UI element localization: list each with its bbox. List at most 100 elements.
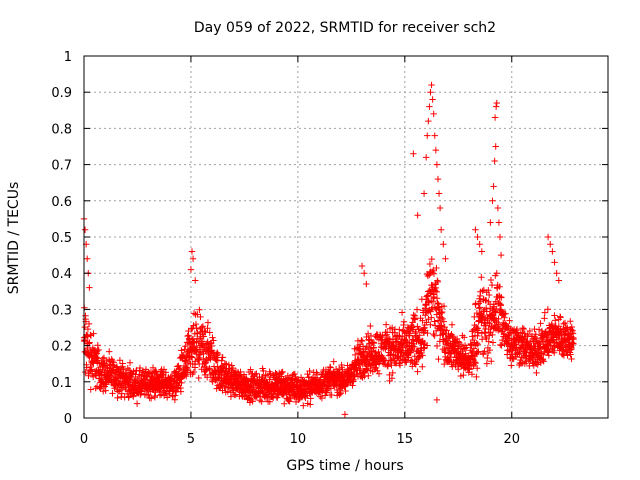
data-point: [183, 372, 190, 380]
data-point: [496, 233, 504, 241]
data-point: [493, 270, 500, 277]
data-point: [106, 348, 113, 355]
data-point: [427, 89, 434, 96]
data-point: [313, 369, 320, 376]
data-point: [145, 391, 152, 399]
data-point: [200, 333, 207, 340]
data-point: [498, 294, 505, 301]
data-point: [483, 308, 490, 315]
data-point: [419, 317, 426, 324]
data-point: [414, 212, 421, 219]
data-point: [536, 354, 543, 362]
data-point: [494, 204, 502, 212]
data-point: [118, 390, 126, 397]
data-point: [410, 150, 417, 157]
data-point: [408, 347, 415, 354]
data-point: [81, 226, 89, 233]
data-point: [365, 372, 372, 379]
data-point: [306, 367, 313, 375]
data-point: [495, 315, 502, 323]
data-point: [414, 368, 421, 375]
data-point: [526, 355, 533, 363]
data-point: [551, 259, 558, 266]
data-point: [531, 333, 538, 341]
y-tick-label: 0.8: [51, 122, 72, 137]
data-point: [482, 322, 490, 329]
data-point: [501, 314, 508, 321]
data-point: [553, 270, 560, 277]
data-point: [240, 371, 248, 378]
data-point: [485, 338, 492, 345]
data-point: [103, 381, 110, 388]
data-point: [356, 345, 363, 352]
data-point: [188, 325, 195, 333]
data-point: [468, 352, 475, 359]
data-point: [431, 332, 438, 339]
data-point: [545, 352, 553, 359]
data-point: [136, 364, 144, 372]
data-point: [491, 114, 499, 121]
data-point: [281, 400, 288, 407]
data-point: [427, 321, 434, 328]
data-point: [231, 391, 238, 399]
data-point: [382, 321, 390, 328]
data-point: [435, 304, 443, 311]
data-point: [493, 305, 500, 313]
data-point: [428, 314, 435, 321]
data-point: [328, 391, 335, 399]
data-point: [162, 369, 170, 376]
data-point: [221, 360, 229, 367]
data-point: [324, 385, 332, 393]
data-point: [434, 278, 442, 286]
y-tick-label: 0.2: [51, 340, 72, 355]
data-point: [326, 363, 334, 371]
data-point: [266, 398, 273, 405]
data-point: [492, 103, 500, 110]
data-point: [201, 327, 208, 335]
data-point: [473, 365, 481, 372]
data-point: [476, 241, 483, 248]
data-point: [389, 369, 396, 377]
data-point: [247, 366, 254, 373]
data-point: [307, 395, 314, 402]
data-point: [90, 360, 97, 367]
data-point: [307, 401, 314, 408]
y-tick-label: 0.5: [51, 231, 72, 246]
data-point: [461, 334, 468, 341]
data-point: [493, 99, 500, 107]
data-point: [86, 339, 93, 346]
data-point: [100, 354, 108, 361]
data-point: [416, 331, 423, 339]
data-point: [114, 394, 121, 402]
data-point: [463, 344, 470, 351]
data-point: [489, 339, 497, 346]
x-tick-label: 5: [187, 432, 195, 447]
data-point: [426, 103, 433, 110]
data-point: [455, 366, 462, 373]
data-point: [318, 394, 326, 402]
data-point: [423, 319, 430, 326]
data-point: [246, 399, 254, 406]
chart-title: Day 059 of 2022, SRMTID for receiver sch…: [194, 20, 496, 36]
data-point: [197, 313, 204, 321]
data-point: [540, 358, 547, 365]
data-point: [232, 391, 239, 398]
data-point: [424, 298, 432, 306]
data-point: [473, 373, 480, 381]
data-point: [181, 371, 189, 378]
data-point: [90, 330, 97, 337]
data-point: [341, 411, 349, 418]
data-point: [358, 337, 366, 345]
data-point: [249, 398, 256, 405]
data-point: [116, 357, 124, 364]
data-point: [248, 396, 255, 404]
data-point: [535, 326, 543, 333]
data-point: [342, 387, 349, 395]
data-point: [433, 396, 441, 404]
data-point: [203, 365, 210, 373]
data-point: [508, 362, 515, 369]
data-point: [485, 291, 493, 299]
data-point: [133, 400, 141, 407]
data-point: [472, 226, 479, 233]
